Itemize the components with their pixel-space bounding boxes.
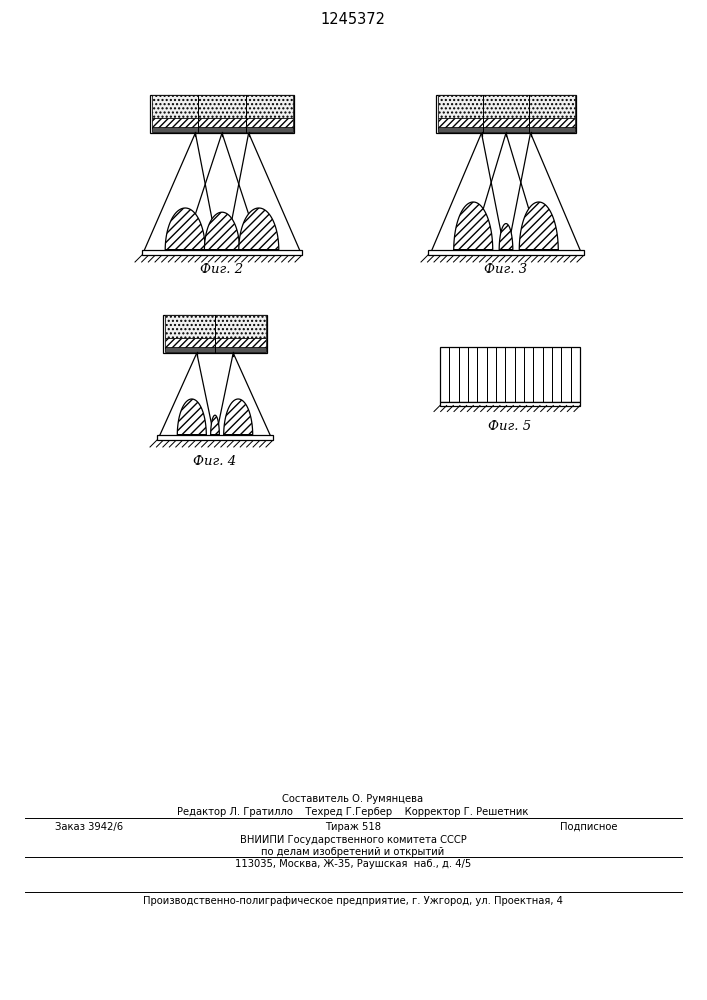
Text: Редактор Л. Гратилло    Техред Г.Гербер    Корректор Г. Решетник: Редактор Л. Гратилло Техред Г.Гербер Кор… [177,807,529,817]
Text: Фиг. 4: Фиг. 4 [194,455,237,468]
Bar [163,315,267,353]
Text: по делам изобретений и открытий: по делам изобретений и открытий [262,847,445,857]
Polygon shape [239,208,279,250]
Text: ВНИИПИ Государственного комитета СССР: ВНИИПИ Государственного комитета СССР [240,835,467,845]
Polygon shape [165,208,205,250]
Bar [150,95,294,133]
Bar [165,347,266,352]
Bar [151,118,293,128]
Bar [142,250,302,255]
Bar [438,127,575,131]
Bar [440,401,580,406]
Bar [438,95,575,118]
Text: Фиг. 3: Фиг. 3 [484,263,527,276]
Polygon shape [223,399,252,435]
Polygon shape [519,202,559,250]
Text: 113035, Москва, Ж-35, Раушская  наб., д. 4/5: 113035, Москва, Ж-35, Раушская наб., д. … [235,859,471,869]
Bar [151,95,293,118]
Text: Составитель О. Румянцева: Составитель О. Румянцева [282,794,423,804]
Bar [165,338,266,348]
Text: Фиг. 2: Фиг. 2 [201,263,244,276]
Text: Заказ 3942/6: Заказ 3942/6 [55,822,123,832]
Text: Фиг. 5: Фиг. 5 [489,420,532,433]
Bar [165,315,266,338]
Text: Тираж 518: Тираж 518 [325,822,381,832]
Polygon shape [454,202,493,250]
Bar [428,250,584,255]
Text: 1245372: 1245372 [320,12,385,27]
Bar [438,118,575,128]
Text: Производственно-полиграфическое предприятие, г. Ужгород, ул. Проектная, 4: Производственно-полиграфическое предприя… [143,896,563,906]
Text: Подписное: Подписное [560,822,617,832]
Polygon shape [177,399,206,435]
Bar [436,95,576,133]
Bar [157,435,273,440]
Polygon shape [499,224,513,250]
Polygon shape [204,212,240,250]
Bar [151,127,293,131]
Polygon shape [211,415,219,435]
Bar [440,347,580,401]
